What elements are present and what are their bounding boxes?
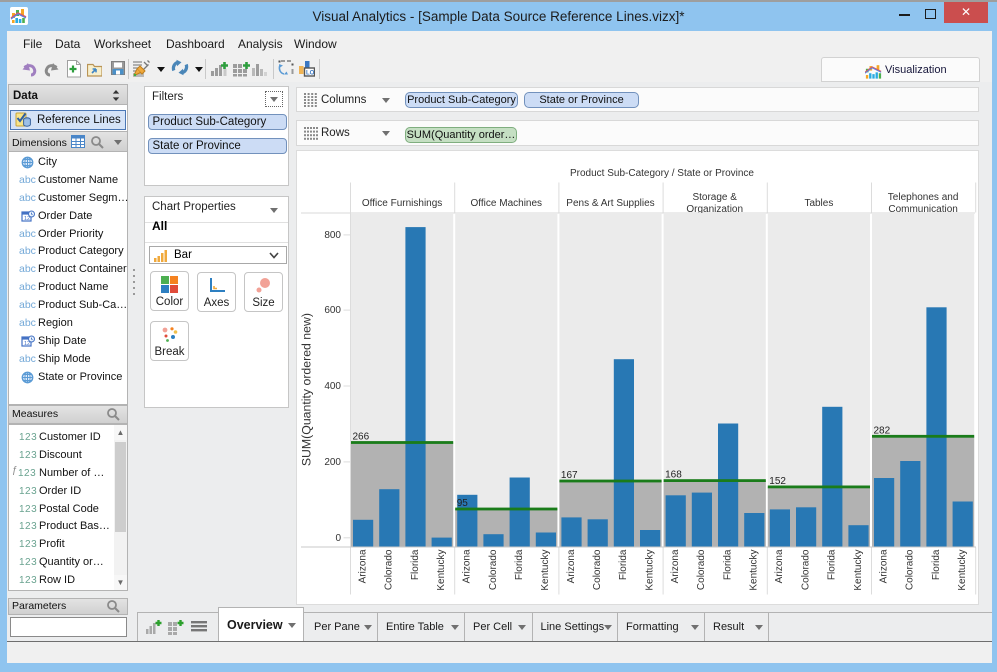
svg-text:12: 12 (24, 341, 30, 347)
svg-text:Office Machines: Office Machines (471, 198, 543, 209)
svg-text:Arizona: Arizona (774, 549, 785, 583)
svg-text:Arizona: Arizona (878, 549, 889, 583)
svg-text:Kentucky: Kentucky (853, 550, 864, 591)
svg-text:Colorado: Colorado (696, 549, 707, 590)
svg-text:Arizona: Arizona (566, 549, 577, 583)
svg-text:Kentucky: Kentucky (540, 550, 551, 591)
svg-text:Colorado: Colorado (384, 549, 395, 590)
svg-text:Storage &: Storage & (692, 192, 737, 203)
svg-text:Colorado: Colorado (592, 549, 603, 590)
svg-text:Kentucky: Kentucky (749, 550, 760, 591)
svg-text:Colorado: Colorado (488, 549, 499, 590)
svg-text:95: 95 (457, 498, 469, 509)
svg-text:Kentucky: Kentucky (436, 550, 447, 591)
svg-text:Arizona: Arizona (670, 549, 681, 583)
svg-text:200: 200 (324, 457, 341, 468)
svg-text:Florida: Florida (618, 549, 629, 580)
svg-text:Tables: Tables (804, 198, 833, 209)
svg-text:167: 167 (561, 470, 578, 481)
svg-text:282: 282 (874, 425, 891, 436)
svg-text:0: 0 (335, 533, 341, 544)
svg-text:Arizona: Arizona (357, 549, 368, 583)
svg-text:Florida: Florida (931, 549, 942, 580)
svg-text:Colorado: Colorado (905, 549, 916, 590)
svg-text:Telephones and: Telephones and (888, 192, 959, 203)
svg-text:Organization: Organization (686, 204, 743, 215)
svg-text:400: 400 (324, 381, 341, 392)
svg-text:Florida: Florida (827, 549, 838, 580)
svg-text:Kentucky: Kentucky (644, 550, 655, 591)
svg-text:600: 600 (324, 305, 341, 316)
svg-text:Product Sub-Category / State o: Product Sub-Category / State or Province (570, 168, 754, 179)
svg-text:12: 12 (24, 216, 30, 222)
svg-text:SUM(Quantity ordered new): SUM(Quantity ordered new) (300, 313, 314, 466)
svg-text:Florida: Florida (514, 549, 525, 580)
svg-text:Communication: Communication (888, 204, 957, 215)
svg-text:LO: LO (306, 71, 315, 77)
svg-text:Colorado: Colorado (800, 549, 811, 590)
svg-text:800: 800 (324, 230, 341, 241)
svg-text:Pens & Art Supplies: Pens & Art Supplies (566, 198, 654, 209)
svg-text:152: 152 (769, 476, 786, 487)
svg-text:Florida: Florida (410, 549, 421, 580)
svg-text:Arizona: Arizona (462, 549, 473, 583)
svg-text:Florida: Florida (722, 549, 733, 580)
svg-text:266: 266 (353, 432, 370, 443)
svg-text:Office Furnishings: Office Furnishings (362, 198, 442, 209)
svg-text:168: 168 (665, 470, 682, 481)
svg-text:Kentucky: Kentucky (957, 550, 968, 591)
